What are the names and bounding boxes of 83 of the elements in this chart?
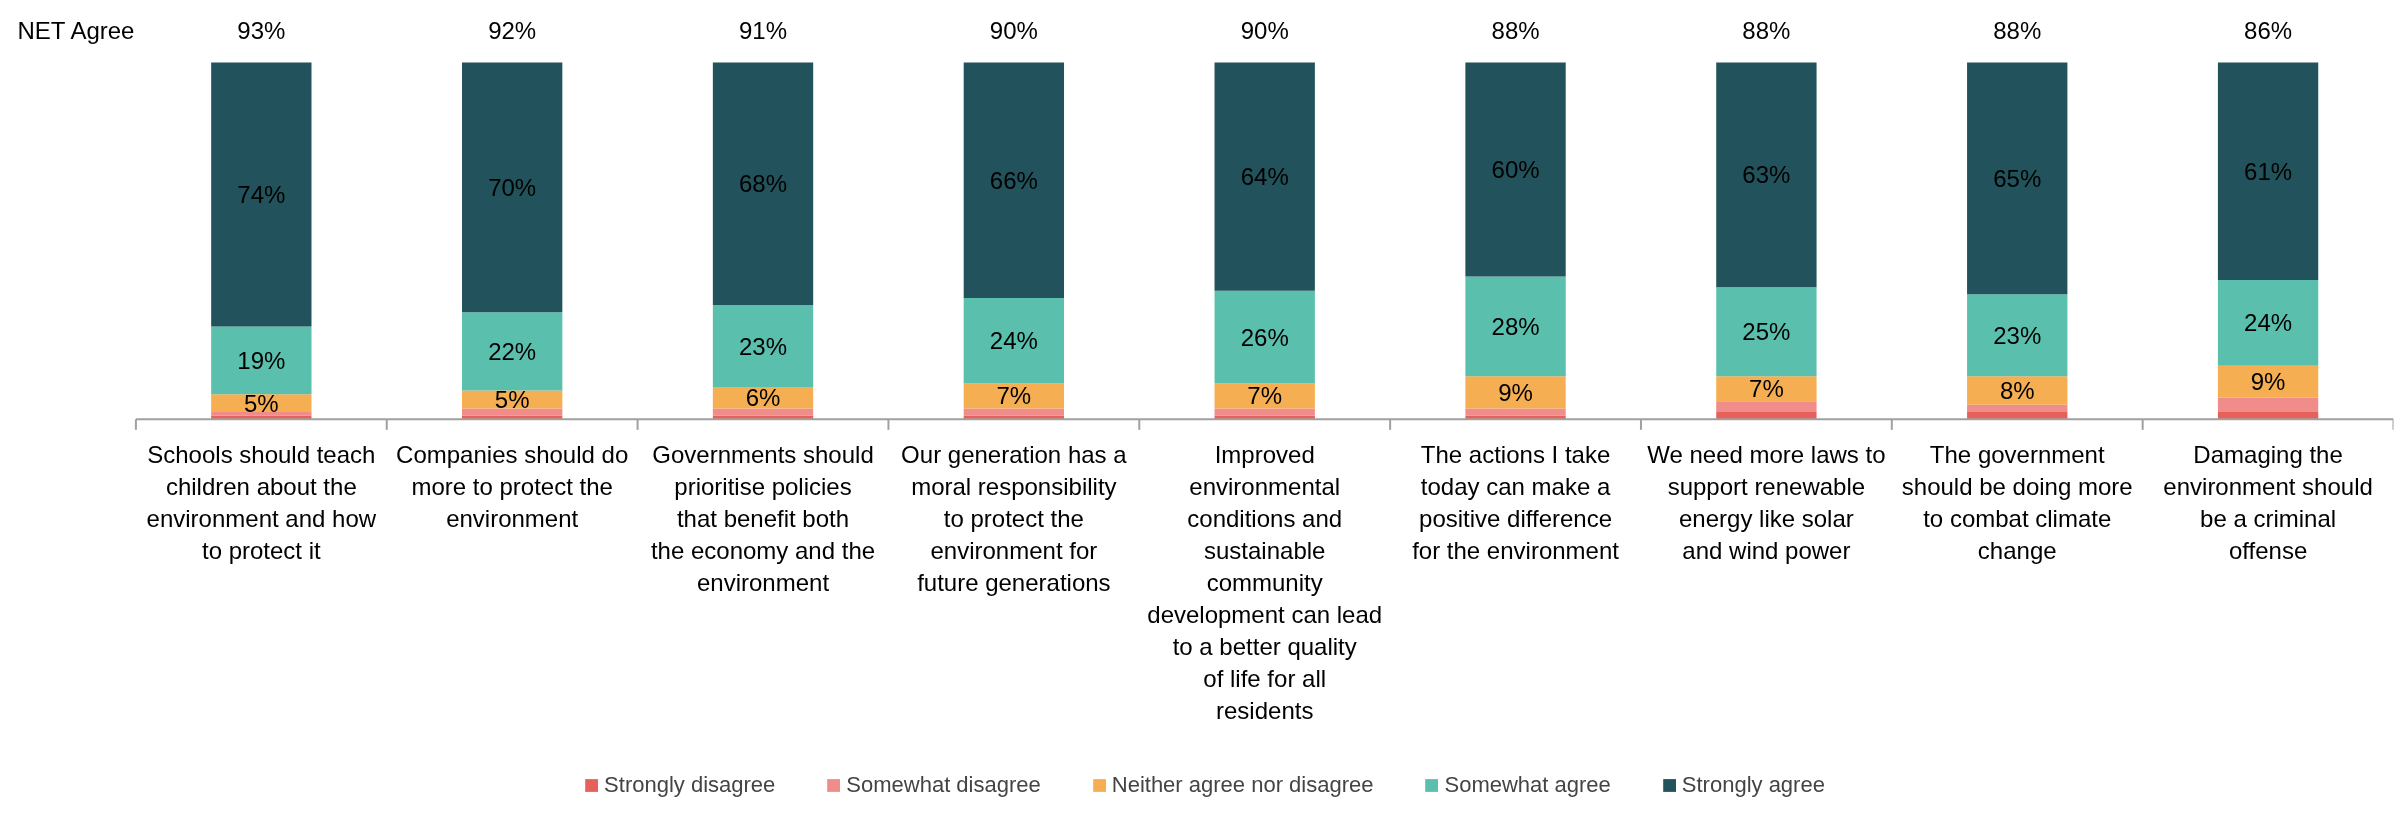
bar — [211, 62, 312, 327]
bar — [712, 408, 814, 416]
data-label: 23% — [1993, 321, 2042, 349]
data-label: 22% — [488, 337, 537, 365]
x-tick-label: Our generation has a moral responsibility to protect the environment for future generations — [901, 440, 1128, 596]
data-label: 9% — [2250, 368, 2286, 396]
text: 88% — [1491, 16, 1540, 44]
bar — [1967, 62, 2068, 295]
bar — [1967, 404, 2068, 412]
legend-label: Strongly disagree — [604, 772, 776, 798]
bar — [211, 412, 312, 416]
data-label: 28% — [1491, 312, 1540, 340]
data-label: 24% — [2244, 309, 2293, 337]
data-label: 7% — [1749, 375, 1784, 403]
bar — [1465, 408, 1566, 416]
bar — [1967, 294, 2068, 377]
data-label: 7% — [996, 382, 1032, 410]
data-label: 23% — [739, 332, 788, 360]
x-tick-label: Schools should teach children about the environment and how to protect it — [146, 440, 377, 564]
data-label: 65% — [1993, 164, 2042, 192]
data-label: 8% — [1999, 377, 2035, 405]
data-label: 64% — [1240, 163, 1289, 191]
text: 91% — [739, 16, 788, 44]
bar — [1214, 62, 1315, 291]
data-label: 25% — [1742, 318, 1791, 346]
bar — [1967, 376, 2068, 405]
data-label: 60% — [1491, 156, 1540, 184]
legend-label: Strongly agree — [1681, 772, 1825, 798]
bar — [2217, 62, 2319, 281]
text: 86% — [2244, 16, 2293, 44]
data-label: 19% — [237, 346, 286, 374]
legend-label: Somewhat agree — [1444, 772, 1611, 798]
bar — [963, 297, 1065, 384]
x-tick-label: The government should be doing more to combat climate change — [1901, 440, 2133, 564]
bar — [2217, 365, 2319, 398]
bar — [2217, 280, 2319, 366]
data-label: 68% — [739, 170, 788, 198]
data-label: 9% — [1498, 378, 1533, 406]
text: 90% — [1240, 16, 1289, 44]
bar — [211, 326, 312, 395]
bar — [712, 62, 814, 306]
bar — [1214, 408, 1315, 416]
data-label: 70% — [488, 173, 537, 201]
bar — [1716, 401, 1817, 412]
data-label: 5% — [243, 389, 279, 417]
text: NET Agree — [17, 16, 135, 44]
data-label: 24% — [989, 327, 1038, 355]
data-label: 7% — [1247, 382, 1283, 410]
x-tick-label: We need more laws to support renewable energy like solar and wind power — [1647, 440, 1886, 564]
category-label: Improved environmental conditions and sustainable community development can lead to a better quality of life for all residents — [1147, 440, 1383, 724]
x-tick-label: Companies should do more to protect the environment — [396, 440, 629, 532]
bar — [2217, 397, 2319, 412]
x-tick-label: Damaging the environment should be a criminal offense — [2163, 440, 2373, 564]
bar — [963, 62, 1065, 298]
text: 90% — [989, 16, 1038, 44]
bar — [712, 305, 814, 388]
bar — [1214, 290, 1315, 384]
legend-label: Neither agree nor disagree — [1111, 772, 1374, 798]
legend-label: Somewhat disagree — [846, 772, 1041, 798]
bar — [462, 408, 563, 416]
bar — [1716, 376, 1817, 402]
bar — [462, 62, 563, 313]
data-label: 6% — [745, 384, 781, 412]
text: 92% — [488, 16, 537, 44]
bar — [1716, 287, 1817, 377]
bar — [1465, 376, 1566, 409]
text: 93% — [237, 16, 286, 44]
data-label: 61% — [2244, 157, 2293, 185]
bar — [963, 408, 1065, 416]
bar — [462, 312, 563, 391]
bar — [1465, 276, 1566, 377]
data-label: 26% — [1240, 323, 1289, 351]
data-label: 63% — [1742, 161, 1791, 189]
data-label: 5% — [494, 386, 530, 414]
bar — [1214, 383, 1315, 409]
bar — [1716, 62, 1817, 288]
x-tick-label: Governments should prioritise policies that benefit both the economy and the environment — [650, 440, 876, 596]
bar — [1465, 62, 1566, 277]
text: 88% — [1742, 16, 1791, 44]
data-label: 66% — [989, 166, 1038, 194]
data-label: 74% — [237, 180, 286, 208]
text: 88% — [1993, 16, 2042, 44]
x-tick-label: The actions I take today can make a positive difference for the environment — [1412, 440, 1620, 564]
